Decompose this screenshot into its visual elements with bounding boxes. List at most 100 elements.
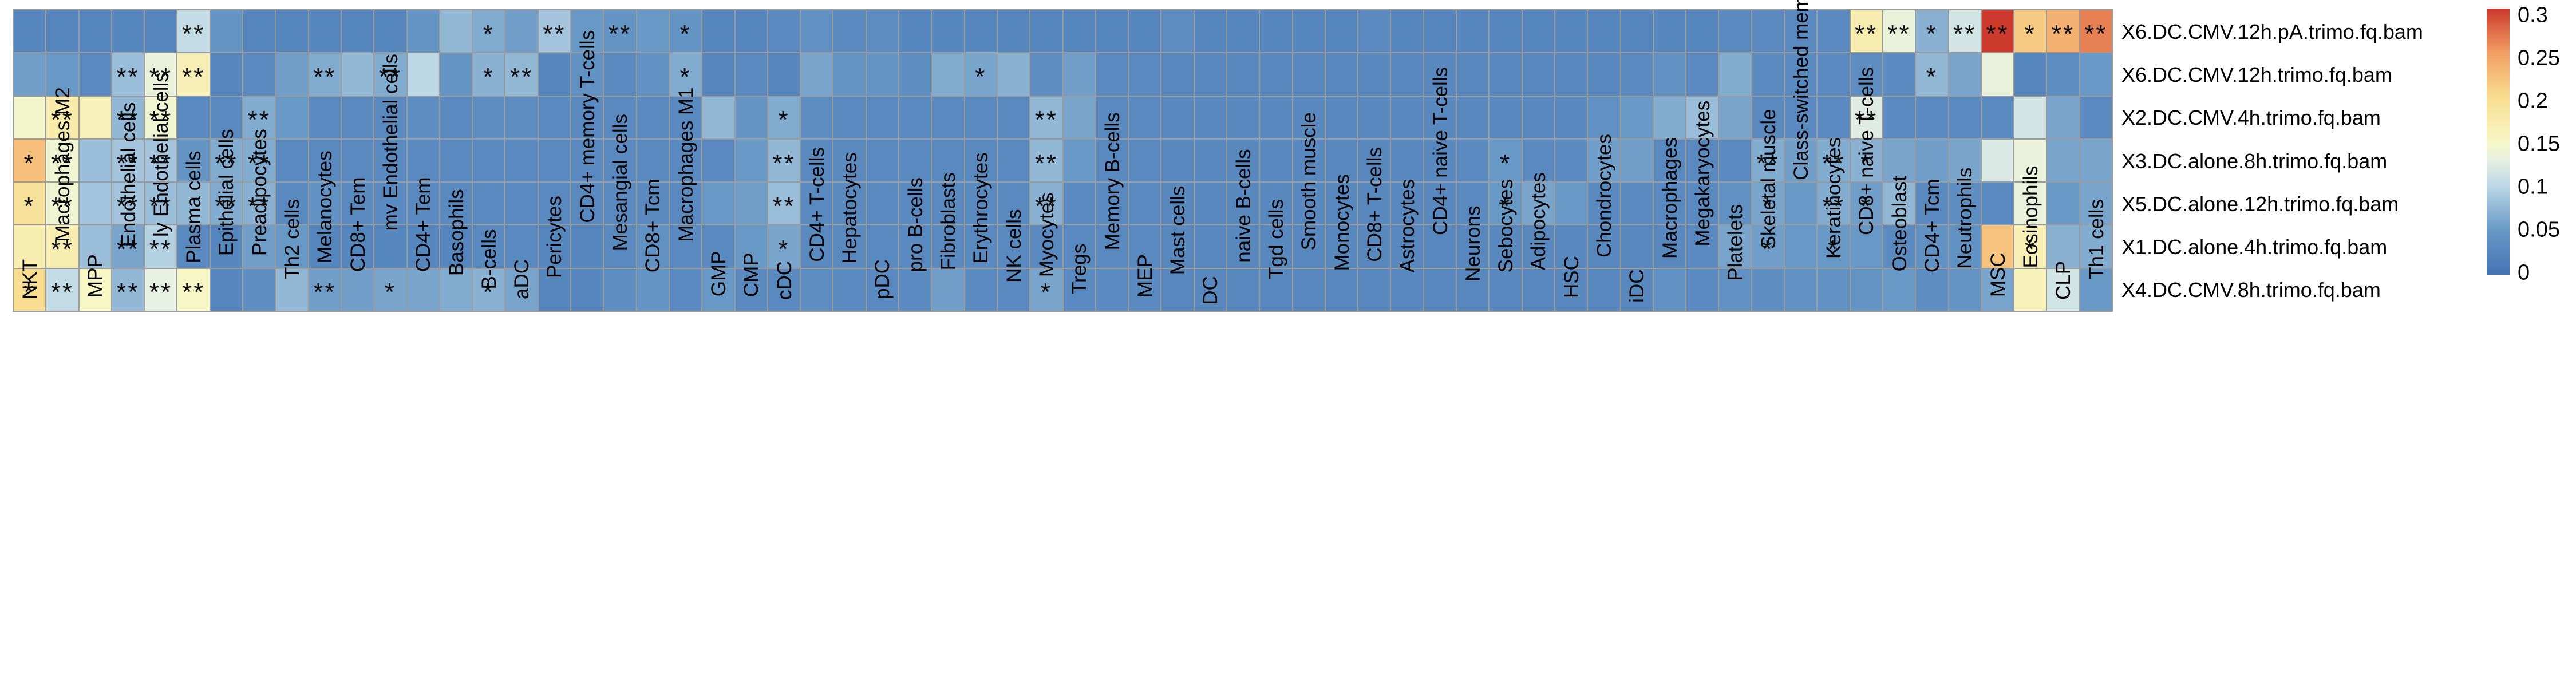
heatmap-cell <box>407 139 439 182</box>
heatmap-cell <box>505 96 538 138</box>
column-label: Platelets <box>1724 204 1747 281</box>
heatmap-cell <box>1424 225 1456 268</box>
heatmap-cell <box>1161 10 1194 53</box>
significance-stars: ** <box>247 106 271 134</box>
significance-stars: ** <box>50 106 74 134</box>
heatmap-cell <box>1096 96 1128 138</box>
heatmap-cell <box>1719 53 1751 96</box>
heatmap-cell <box>637 53 669 96</box>
significance-stars: ** <box>247 149 271 177</box>
heatmap-cell <box>669 96 702 138</box>
colorbar-tick-label: 0.25 <box>2518 46 2560 70</box>
heatmap-cell <box>210 10 243 53</box>
heatmap-cell <box>1325 225 1358 268</box>
column-label: Epithelial cells <box>215 129 238 256</box>
column-label: Eosinophils <box>2019 165 2042 268</box>
heatmap-cell <box>341 225 374 268</box>
heatmap-cell: ** <box>177 10 210 53</box>
heatmap-cell <box>997 96 1030 138</box>
heatmap-cell <box>2080 96 2112 138</box>
heatmap-cell <box>440 268 472 311</box>
heatmap-cell <box>571 268 603 311</box>
heatmap-cell <box>1260 225 1292 268</box>
heatmap-cell: ** <box>768 139 800 182</box>
heatmap-cell <box>440 225 472 268</box>
heatmap-cell <box>341 10 374 53</box>
heatmap-cell: ** <box>145 96 177 138</box>
heatmap-cell <box>1129 96 1161 138</box>
heatmap-cell <box>538 225 571 268</box>
heatmap-cell <box>997 10 1030 53</box>
column-label: aDC <box>511 259 534 299</box>
significance-stars: ** <box>1855 19 1878 48</box>
column-label: CD4+ T-cells <box>805 147 828 262</box>
heatmap-cell <box>79 10 111 53</box>
heatmap-cell <box>702 268 734 311</box>
heatmap-cell <box>505 268 538 311</box>
heatmap-cell <box>1129 183 1161 225</box>
heatmap-cell <box>735 225 767 268</box>
significance-stars: ** <box>116 149 140 177</box>
heatmap-cell <box>1785 96 1817 138</box>
heatmap-cell <box>1457 183 1489 225</box>
heatmap-cell <box>1850 225 1882 268</box>
heatmap-cell <box>1260 183 1292 225</box>
heatmap-cell: ** <box>1981 10 2014 53</box>
heatmap-cell: ** <box>1818 183 1850 225</box>
heatmap-cell: ** <box>374 53 406 96</box>
heatmap-cell <box>702 53 734 96</box>
significance-stars: ** <box>116 106 140 134</box>
heatmap-cell <box>341 183 374 225</box>
heatmap-cell <box>1522 96 1554 138</box>
heatmap-cell <box>341 139 374 182</box>
heatmap-cell <box>1490 225 1522 268</box>
heatmap-cell <box>1293 53 1325 96</box>
heatmap-cell <box>276 10 308 53</box>
heatmap-cell <box>604 225 636 268</box>
heatmap-cell: ** <box>46 139 78 182</box>
heatmap-cell <box>997 183 1030 225</box>
significance-stars: * <box>1926 62 1938 91</box>
heatmap-cell <box>1653 53 1686 96</box>
heatmap-cell: * <box>1916 53 1948 96</box>
heatmap-cell <box>571 96 603 138</box>
column-label: Th1 cells <box>2085 199 2108 279</box>
significance-stars: * <box>1860 192 1872 220</box>
heatmap-cell <box>407 10 439 53</box>
column-label: Neurons <box>1461 205 1484 282</box>
heatmap-cell <box>1719 183 1751 225</box>
heatmap-cell <box>1686 10 1718 53</box>
heatmap-cell <box>2080 53 2112 96</box>
colorbar-tick-label: 0.05 <box>2518 217 2560 242</box>
heatmap-cell <box>2047 268 2079 311</box>
heatmap-cell <box>1752 96 1784 138</box>
heatmap-cell <box>1785 225 1817 268</box>
heatmap-cell <box>1030 10 1062 53</box>
heatmap-cell <box>637 268 669 311</box>
heatmap-cell: ** <box>112 225 144 268</box>
column-label: Skeletal muscle <box>1757 109 1780 250</box>
heatmap-cell <box>2014 268 2046 311</box>
heatmap-cell <box>276 183 308 225</box>
heatmap-cell <box>801 268 833 311</box>
heatmap-cell <box>1719 96 1751 138</box>
heatmap-cell <box>1883 268 1915 311</box>
significance-stars: ** <box>1034 192 1058 220</box>
colorbar-tick-label: 0.2 <box>2518 89 2548 113</box>
heatmap-cell: * <box>2014 225 2046 268</box>
heatmap-cell <box>1325 139 1358 182</box>
heatmap-cell <box>1621 53 1653 96</box>
heatmap-cell <box>801 225 833 268</box>
heatmap-cell <box>1260 10 1292 53</box>
heatmap-cell <box>1096 225 1128 268</box>
column-label: pDC <box>871 259 894 299</box>
column-label: CD8+ Tcm <box>642 179 665 273</box>
heatmap-cell: * <box>1752 225 1784 268</box>
heatmap-cell <box>79 225 111 268</box>
heatmap-cell <box>1555 183 1587 225</box>
heatmap-cell <box>374 96 406 138</box>
heatmap-cell <box>538 183 571 225</box>
column-label: Adipocytes <box>1527 172 1550 271</box>
heatmap-cell <box>1949 139 1981 182</box>
heatmap-cell: * <box>473 268 505 311</box>
